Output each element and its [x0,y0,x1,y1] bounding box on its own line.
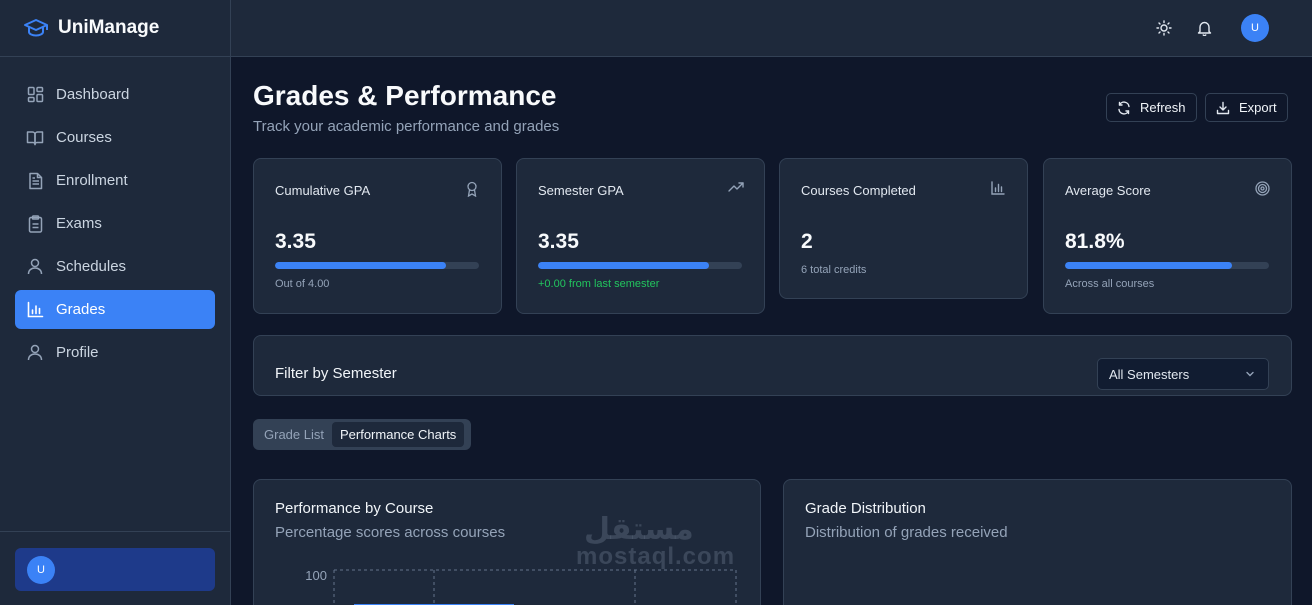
stat-value: 2 [801,230,813,253]
chart-title: Grade Distribution [805,500,926,517]
bar-chart-icon [991,181,1007,197]
app-name: UniManage [58,17,160,38]
stat-card-average-score: Average Score 81.8% Across all courses [1043,158,1292,314]
chart-subtitle: Percentage scores across courses [275,524,506,541]
main-content: Grades & Performance Track your academic… [231,57,1312,605]
user-card[interactable]: U [15,548,215,591]
stat-note: Across all courses [1065,278,1155,290]
progress-fill [538,262,710,269]
stat-note: +0.00 from last semester [538,278,660,290]
sidebar-item-exams[interactable]: Exams [15,204,215,243]
stat-note: 6 total credits [801,264,867,276]
sun-icon[interactable] [1154,18,1174,38]
performance-chart-card: Performance by Course Percentage scores … [253,479,761,605]
sidebar-item-label: Courses [56,129,112,146]
progress-bar [1065,262,1269,269]
sidebar-item-label: Schedules [56,258,127,275]
refresh-icon [1117,100,1131,115]
award-icon [465,181,481,197]
semester-filter-card: Filter by Semester All Semesters [253,335,1292,396]
chart-subtitle: Distribution of grades received [805,524,1008,541]
stat-value: 81.8% [1065,230,1125,253]
sidebar-item-schedules[interactable]: Schedules [15,247,215,286]
sidebar-item-grades[interactable]: Grades [15,290,215,329]
user-icon [26,344,44,362]
progress-bar [538,262,742,269]
progress-fill [275,262,447,269]
y-tick-label: 100 [305,568,327,583]
sidebar-item-courses[interactable]: Courses [15,118,215,157]
sidebar-item-label: Exams [56,215,102,232]
chart-title: Performance by Course [275,500,434,517]
brand[interactable]: UniManage [0,0,230,57]
sidebar-item-label: Grades [56,301,106,318]
progress-bar [275,262,479,269]
graduation-cap-icon [23,17,49,39]
stat-note: Out of 4.00 [275,278,330,290]
sidebar-item-label: Enrollment [56,172,128,189]
sidebar-item-label: Dashboard [56,86,130,103]
sidebar-item-label: Profile [56,344,99,361]
filter-title: Filter by Semester [275,365,397,382]
bell-icon[interactable] [1194,18,1214,38]
topbar: U [231,0,1312,57]
sidebar-item-profile[interactable]: Profile [15,333,215,372]
performance-chart-plot: 100 [305,568,737,605]
sidebar: UniManage Dashboard Courses Enrollment [0,0,231,605]
grade-distribution-card: Grade Distribution Distribution of grade… [783,479,1292,605]
tab-grade-list[interactable]: Grade List [264,427,324,442]
tab-performance-charts[interactable]: Performance Charts [331,422,465,447]
progress-fill [1065,262,1232,269]
document-icon [26,172,44,190]
avatar: U [27,555,55,584]
book-icon [26,129,44,147]
stat-card-cumulative-gpa: Cumulative GPA 3.35 Out of 4.00 [253,158,502,314]
export-label: Export [1239,100,1277,115]
stat-value: 3.35 [275,230,316,253]
sidebar-item-enrollment[interactable]: Enrollment [15,161,215,200]
stat-value: 3.35 [538,230,579,253]
bar-chart-icon [26,301,44,319]
refresh-button[interactable]: Refresh [1106,93,1197,122]
refresh-label: Refresh [1140,100,1186,115]
trending-up-icon [728,181,744,197]
stat-card-courses-completed: Courses Completed 2 6 total credits [779,158,1028,299]
sidebar-footer: U [0,531,230,605]
download-icon [1216,101,1230,115]
semester-select[interactable]: All Semesters [1097,358,1269,390]
stat-title: Cumulative GPA [275,183,371,198]
semester-select-value: All Semesters [1109,366,1190,382]
view-tabs: Grade List Performance Charts [253,419,471,450]
target-icon [1255,181,1271,197]
page-title: Grades & Performance [253,80,557,111]
clipboard-icon [26,214,44,233]
sidebar-nav: Dashboard Courses Enrollment Exams [0,57,230,372]
user-icon [26,258,44,276]
dashboard-icon [26,86,44,104]
export-button[interactable]: Export [1205,93,1288,122]
page-subtitle: Track your academic performance and grad… [253,118,560,135]
stat-title: Average Score [1065,183,1151,198]
chevron-down-icon [1244,368,1256,380]
stat-title: Courses Completed [801,183,916,198]
avatar[interactable]: U [1241,14,1269,42]
stat-card-semester-gpa: Semester GPA 3.35 +0.00 from last semest… [516,158,765,314]
sidebar-item-dashboard[interactable]: Dashboard [15,75,215,114]
stat-title: Semester GPA [538,183,624,198]
